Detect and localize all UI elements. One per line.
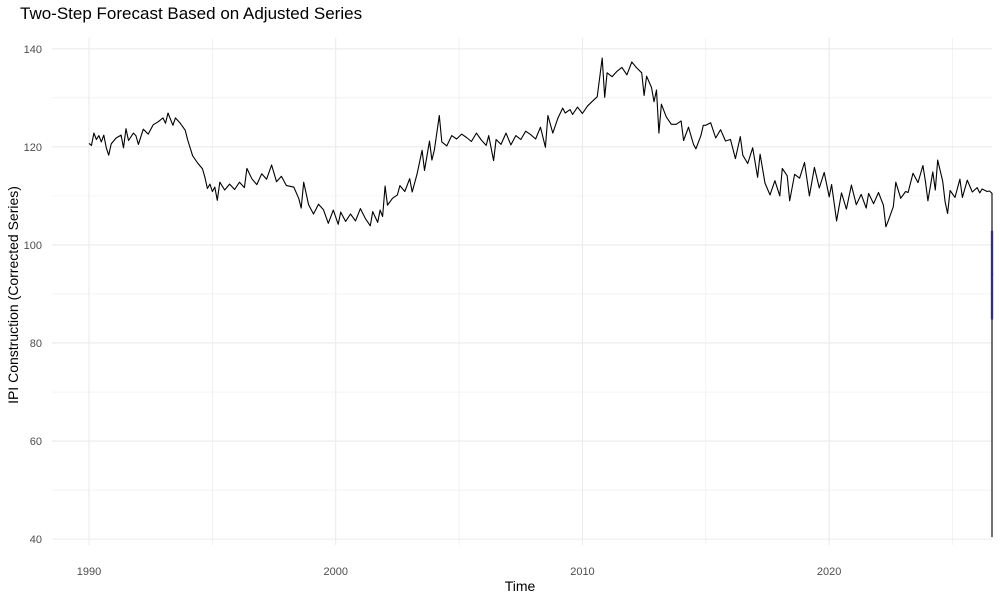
x-tick-label: 2000 [323, 566, 347, 578]
series-line-history [88, 57, 993, 538]
x-tick-label: 2010 [570, 566, 594, 578]
y-tick-label: 140 [24, 44, 42, 56]
x-tick-label: 1990 [77, 566, 101, 578]
y-tick-label: 80 [30, 338, 42, 350]
chart-title: Two-Step Forecast Based on Adjusted Seri… [20, 4, 362, 23]
x-axis-label: Time [505, 578, 536, 594]
x-axis-ticks: 1990 2000 2010 2020 [77, 566, 842, 578]
series-layer [88, 57, 994, 538]
grid [52, 38, 992, 545]
y-tick-label: 120 [24, 142, 42, 154]
y-axis-ticks: 40 60 80 100 120 140 [24, 44, 42, 546]
x-tick-label: 2020 [817, 566, 841, 578]
y-tick-label: 60 [30, 436, 42, 448]
y-tick-label: 40 [30, 534, 42, 546]
y-axis-label: IPI Construction (Corrected Series) [5, 186, 21, 404]
y-tick-label: 100 [24, 240, 42, 252]
